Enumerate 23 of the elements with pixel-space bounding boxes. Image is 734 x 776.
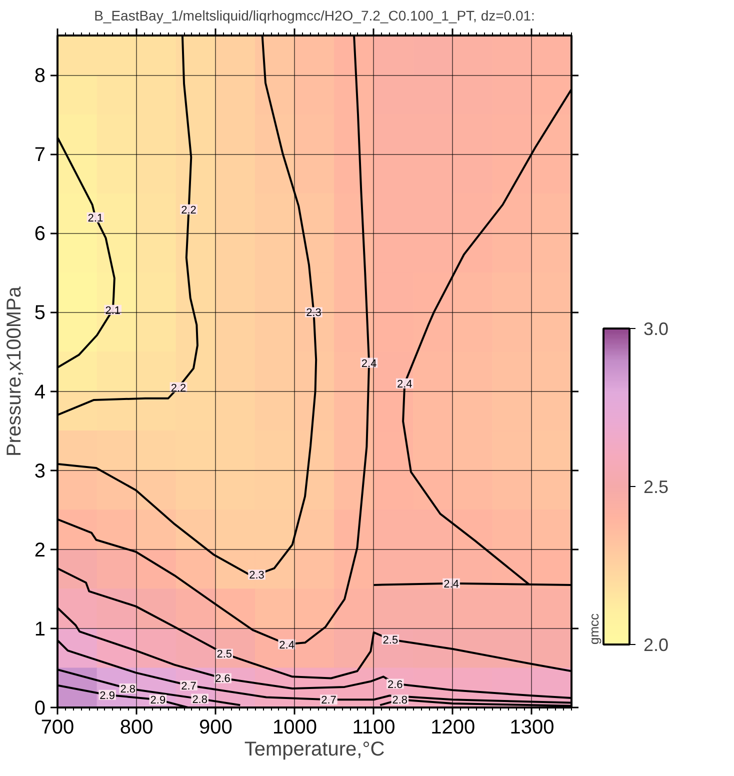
chart-title: B_EastBay_1/meltsliquid/liqrhogmcc/H2O_7.2_C0.100_1_PT, dz=0.01: xyxy=(94,8,535,24)
x-tick-label: 1100 xyxy=(352,716,396,738)
x-tick-label: 700 xyxy=(40,716,74,738)
color-bar-label: 3.0 xyxy=(644,319,669,339)
y-tick-label: 7 xyxy=(34,144,46,166)
x-axis-title: Temperature,°C xyxy=(244,738,385,760)
y-tick-label: 0 xyxy=(34,698,46,720)
x-tick-label: 1000 xyxy=(272,716,317,738)
x-tick-label: 1300 xyxy=(510,716,554,738)
color-bar-title: gmcc xyxy=(586,612,602,644)
y-tick-label: 4 xyxy=(34,381,46,404)
color-bar-label: 2.0 xyxy=(644,635,669,655)
y-tick-label: 6 xyxy=(34,223,46,246)
y-tick-label: 5 xyxy=(34,302,46,324)
y-tick-label: 3 xyxy=(34,460,46,482)
x-tick-label: 800 xyxy=(120,716,154,738)
y-tick-label: 2 xyxy=(34,539,46,562)
color-bar-label: 2.5 xyxy=(644,477,669,497)
y-axis-title: Pressure,x100MPa xyxy=(3,286,26,457)
x-tick-label: 900 xyxy=(198,716,232,738)
x-tick-label: 1200 xyxy=(430,716,476,738)
y-tick-label: 8 xyxy=(34,65,46,88)
y-tick-label: 1 xyxy=(34,618,46,640)
